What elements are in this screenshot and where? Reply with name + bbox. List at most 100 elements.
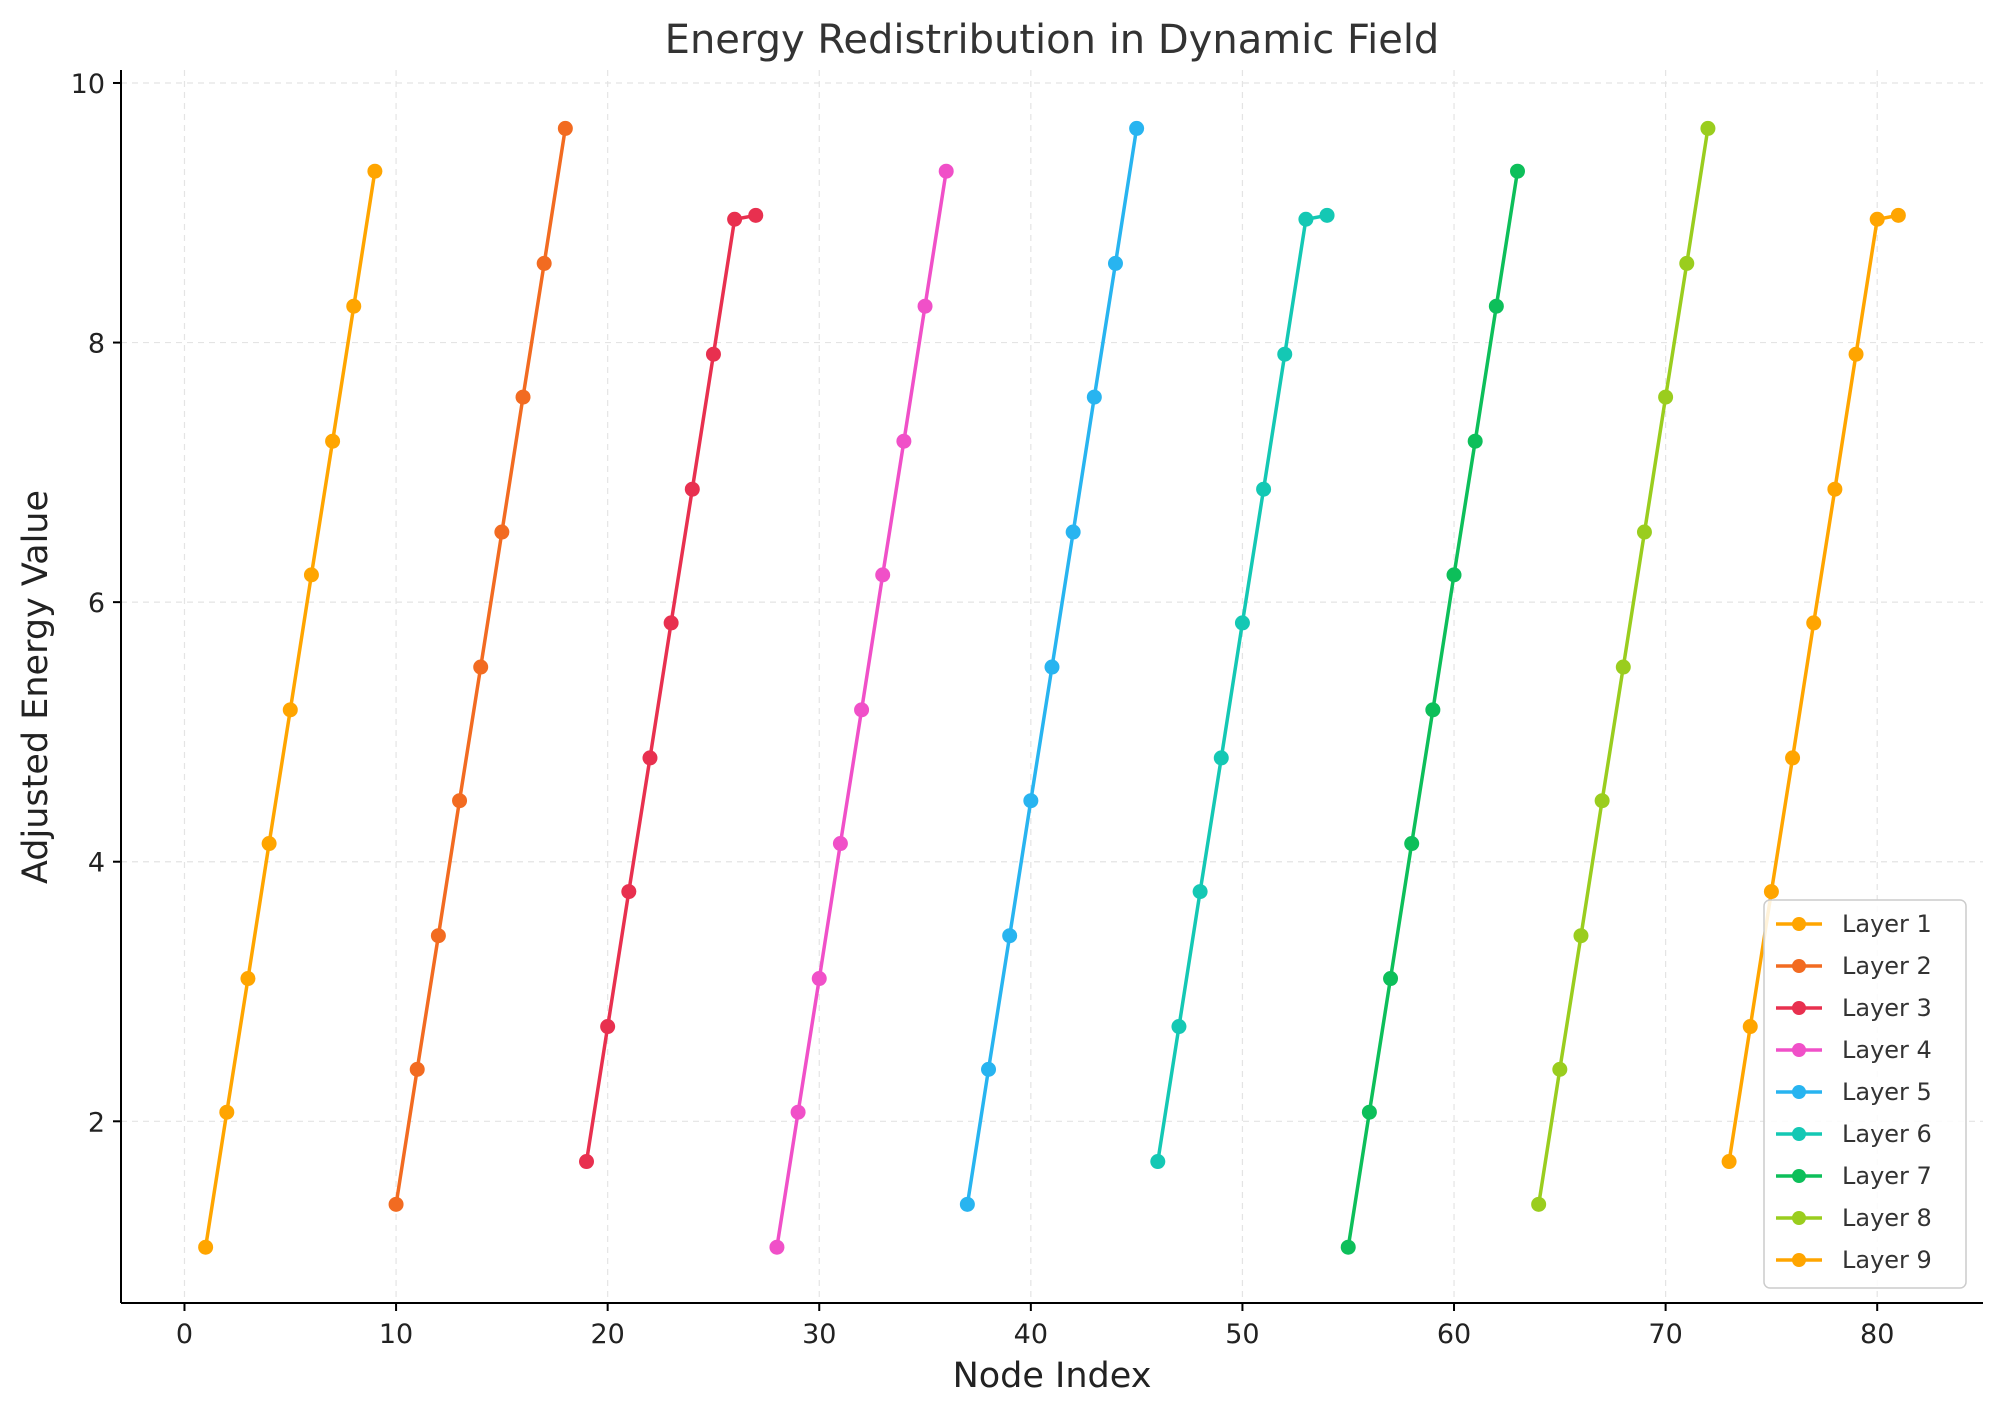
series-layer-7: [1340, 163, 1525, 1255]
y-tick-label: 4: [88, 848, 105, 879]
data-point: [938, 163, 954, 179]
y-tick-label: 6: [88, 588, 105, 619]
series-layer-5: [959, 120, 1145, 1212]
data-point: [1234, 615, 1250, 631]
data-point: [1848, 346, 1864, 362]
chart-title: Energy Redistribution in Dynamic Field: [665, 17, 1440, 63]
data-point: [727, 211, 743, 227]
data-point: [790, 1104, 806, 1120]
data-point: [473, 659, 489, 675]
data-point: [1425, 702, 1441, 718]
legend-entry: Layer 7: [1776, 1162, 1932, 1190]
data-point: [1785, 750, 1801, 766]
data-point: [240, 971, 256, 987]
data-point: [1488, 298, 1504, 314]
data-point: [1256, 481, 1272, 497]
legend-label: Layer 7: [1842, 1162, 1932, 1190]
series-layer-8: [1531, 120, 1716, 1212]
data-point: [1044, 659, 1060, 675]
legend-entry: Layer 5: [1776, 1078, 1932, 1106]
data-point: [1192, 884, 1208, 900]
data-point: [325, 433, 341, 449]
data-point: [959, 1196, 975, 1212]
legend-label: Layer 4: [1842, 1036, 1932, 1064]
series-layer-9: [1721, 207, 1906, 1170]
legend-box: [1763, 899, 1967, 1289]
data-point: [536, 255, 552, 271]
data-point: [557, 120, 573, 136]
data-point: [1510, 163, 1525, 179]
data-point: [748, 207, 764, 223]
data-point: [1658, 389, 1674, 405]
data-point: [832, 836, 848, 852]
legend-swatch-marker: [1792, 1043, 1806, 1057]
data-point: [1573, 928, 1589, 944]
data-point: [219, 1104, 235, 1120]
grid: [121, 70, 1983, 1303]
x-tick-label: 80: [1860, 1319, 1894, 1350]
data-point: [1002, 928, 1018, 944]
legend-label: Layer 5: [1842, 1078, 1932, 1106]
data-point: [642, 750, 658, 766]
data-point: [1129, 120, 1145, 136]
legend-entry: Layer 6: [1776, 1120, 1932, 1148]
data-point: [303, 567, 319, 583]
data-point: [1319, 207, 1335, 223]
legend-label: Layer 8: [1842, 1204, 1932, 1232]
data-point: [1107, 255, 1123, 271]
data-point: [1742, 1019, 1758, 1035]
data-point: [198, 1239, 214, 1255]
data-point: [1890, 207, 1906, 223]
data-point: [1700, 120, 1716, 136]
data-point: [1340, 1239, 1356, 1255]
data-point: [579, 1154, 594, 1170]
legend-label: Layer 1: [1842, 910, 1932, 938]
data-point: [811, 971, 827, 987]
legend-entry: Layer 9: [1776, 1246, 1932, 1274]
data-point: [1383, 971, 1399, 987]
series-line: [584, 213, 757, 1162]
data-point: [1023, 793, 1039, 809]
data-point: [1446, 567, 1462, 583]
data-point: [1467, 433, 1483, 449]
data-point: [854, 702, 870, 718]
legend-swatch-marker: [1792, 1211, 1806, 1225]
legend-entry: Layer 4: [1776, 1036, 1932, 1064]
data-point: [981, 1061, 997, 1077]
x-tick-label: 50: [1225, 1319, 1259, 1350]
ticks: 0 10 20 30 40 50 60 70 80 2 4 6 8 10: [71, 69, 1895, 1350]
x-tick-label: 70: [1648, 1319, 1682, 1350]
data-point: [1404, 836, 1420, 852]
data-point: [896, 433, 912, 449]
data-point: [1679, 255, 1695, 271]
series-layer-1: [198, 163, 383, 1255]
data-point: [261, 836, 277, 852]
x-tick-label: 20: [590, 1319, 624, 1350]
series-layer-6: [1150, 207, 1335, 1170]
y-tick-label: 2: [88, 1107, 105, 1138]
y-tick-label: 8: [88, 329, 105, 360]
data-point: [1827, 481, 1843, 497]
data-point: [1213, 750, 1229, 766]
data-point: [1531, 1196, 1547, 1212]
legend-swatch-marker: [1792, 1085, 1806, 1099]
x-tick-label: 60: [1437, 1319, 1471, 1350]
data-point: [452, 793, 468, 809]
series-layer-2: [388, 120, 573, 1212]
data-point: [346, 298, 362, 314]
data-point: [409, 1061, 425, 1077]
legend-swatch-marker: [1792, 959, 1806, 973]
legend-label: Layer 3: [1842, 994, 1932, 1022]
data-point: [663, 615, 679, 631]
data-point: [1636, 524, 1652, 540]
legend-swatch-marker: [1792, 1253, 1806, 1267]
legend-swatch-marker: [1792, 917, 1806, 931]
data-point: [1869, 211, 1885, 227]
legend-swatch-marker: [1792, 1169, 1806, 1183]
legend-swatch-marker: [1792, 1001, 1806, 1015]
legend-label: Layer 6: [1842, 1120, 1932, 1148]
series-layer-3: [579, 207, 764, 1170]
data-point: [1086, 389, 1102, 405]
x-tick-label: 30: [802, 1319, 836, 1350]
